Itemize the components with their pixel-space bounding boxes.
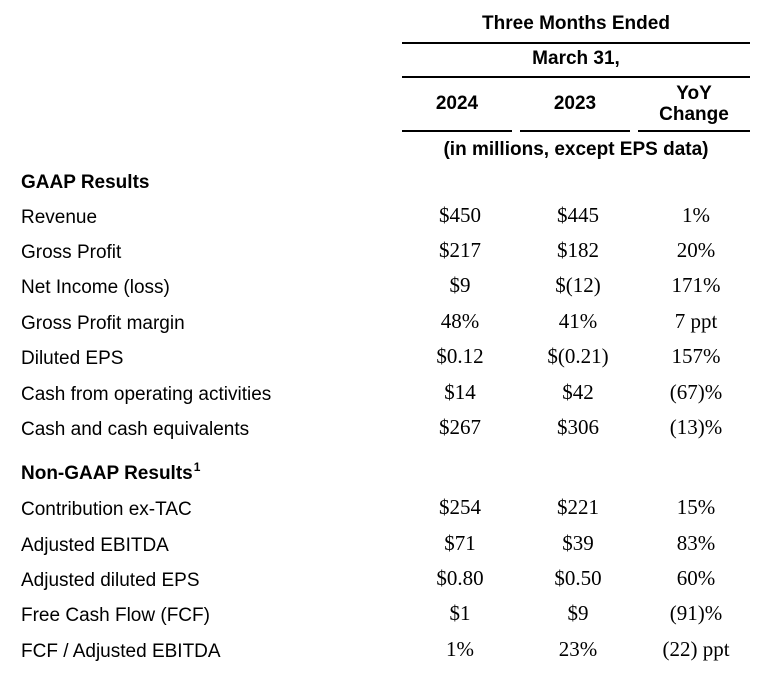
cell-2024: $217: [439, 238, 481, 262]
cell-yoy: 1%: [682, 203, 710, 227]
header-rule-top: [402, 42, 750, 44]
non-gaap-title-text: Non-GAAP Results: [21, 463, 193, 484]
cell-2023: $9: [567, 601, 589, 625]
row-label-adjusted-ebitda: Adjusted EBITDA: [21, 535, 169, 556]
cell-yoy: 20%: [676, 238, 716, 262]
cell-2024: 48%: [440, 309, 480, 333]
cell-yoy: (13)%: [669, 415, 723, 439]
row-label-gross-profit-margin: Gross Profit margin: [21, 313, 185, 334]
cell-2024: $9: [449, 273, 471, 297]
row-label-cash-and-cash-equivalents: Cash and cash equivalents: [21, 419, 250, 440]
cell-2023: $(12): [555, 273, 601, 297]
cell-yoy: 83%: [676, 531, 716, 555]
cell-2023: $445: [557, 203, 599, 227]
row-label-revenue: Revenue: [21, 207, 98, 228]
cell-2023: $39: [562, 531, 594, 555]
column-rule-yoy: [638, 130, 750, 132]
cell-2024: $14: [444, 380, 476, 404]
row-label-contribution-ex-tac: Contribution ex-TAC: [21, 499, 192, 520]
row-label-cash-from-operating-activities: Cash from operating activities: [21, 384, 272, 405]
cell-yoy: (22) ppt: [662, 637, 730, 661]
row-label-adjusted-diluted-eps: Adjusted diluted EPS: [21, 570, 200, 591]
footnote-marker: 1: [193, 460, 201, 474]
header-rule-middle: [402, 76, 750, 78]
cell-2023: $306: [557, 415, 599, 439]
cell-yoy: (91)%: [669, 601, 723, 625]
column-header-2024: 2024: [435, 93, 479, 114]
period-title: Three Months Ended: [482, 13, 670, 34]
non-gaap-section-title: Non-GAAP Results1: [21, 460, 201, 485]
cell-2024: $0.12: [436, 344, 484, 368]
cell-2024: 1%: [446, 637, 474, 661]
cell-2023: 41%: [558, 309, 598, 333]
cell-yoy: 15%: [676, 495, 716, 519]
row-label-fcf-adjusted-ebitda: FCF / Adjusted EBITDA: [21, 641, 221, 662]
units-note: (in millions, except EPS data): [443, 139, 709, 160]
cell-2024: $254: [439, 495, 481, 519]
cell-2023: $0.50: [554, 566, 602, 590]
row-label-net-income: Net Income (loss): [21, 277, 170, 298]
cell-yoy: (67)%: [669, 380, 723, 404]
cell-2024: $1: [449, 601, 471, 625]
row-label-diluted-eps: Diluted EPS: [21, 348, 124, 369]
cell-2024: $450: [439, 203, 481, 227]
cell-2024: $267: [439, 415, 481, 439]
column-header-2023: 2023: [553, 93, 597, 114]
column-header-yoy-line2: Change: [659, 104, 729, 125]
row-label-gross-profit: Gross Profit: [21, 242, 122, 263]
column-rule-2024: [402, 130, 512, 132]
cell-yoy: 60%: [676, 566, 716, 590]
cell-yoy: 157%: [671, 344, 721, 368]
cell-2023: $182: [557, 238, 599, 262]
cell-2023: $(0.21): [547, 344, 609, 368]
cell-2024: $71: [444, 531, 476, 555]
cell-yoy: 171%: [671, 273, 721, 297]
cell-yoy: 7 ppt: [674, 309, 718, 333]
cell-2024: $0.80: [436, 566, 484, 590]
cell-2023: $42: [562, 380, 594, 404]
period-date: March 31,: [532, 48, 620, 69]
cell-2023: $221: [557, 495, 599, 519]
gaap-section-title: GAAP Results: [21, 172, 150, 193]
column-rule-2023: [520, 130, 630, 132]
column-header-yoy-line1: YoY: [676, 83, 712, 104]
row-label-free-cash-flow: Free Cash Flow (FCF): [21, 605, 210, 626]
cell-2023: 23%: [558, 637, 598, 661]
